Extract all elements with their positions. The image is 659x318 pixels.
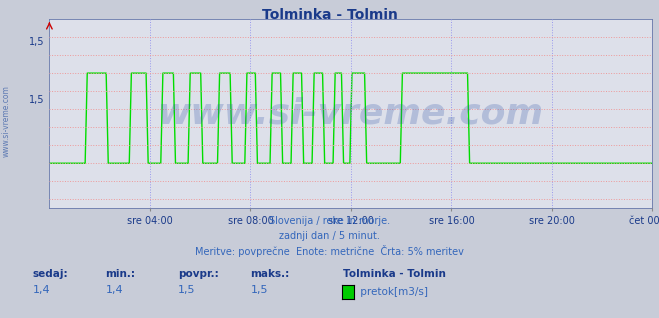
Text: maks.:: maks.: [250, 269, 290, 279]
Text: www.si-vreme.com: www.si-vreme.com [2, 85, 11, 157]
Text: zadnji dan / 5 minut.: zadnji dan / 5 minut. [279, 231, 380, 240]
Text: sedaj:: sedaj: [33, 269, 69, 279]
Text: Meritve: povprečne  Enote: metrične  Črta: 5% meritev: Meritve: povprečne Enote: metrične Črta:… [195, 245, 464, 257]
Text: 1,5: 1,5 [250, 285, 268, 294]
Text: Tolminka - Tolmin: Tolminka - Tolmin [343, 269, 445, 279]
Text: 1,5: 1,5 [178, 285, 196, 294]
Text: min.:: min.: [105, 269, 136, 279]
Text: 1,5: 1,5 [29, 37, 45, 47]
Text: pretok[m3/s]: pretok[m3/s] [357, 287, 428, 297]
Text: 1,4: 1,4 [105, 285, 123, 294]
Text: 1,4: 1,4 [33, 285, 51, 294]
Text: 1,5: 1,5 [29, 95, 45, 105]
Text: povpr.:: povpr.: [178, 269, 219, 279]
Text: Slovenija / reke in morje.: Slovenija / reke in morje. [269, 216, 390, 226]
Text: Tolminka - Tolmin: Tolminka - Tolmin [262, 8, 397, 22]
Text: www.si-vreme.com: www.si-vreme.com [158, 97, 544, 131]
